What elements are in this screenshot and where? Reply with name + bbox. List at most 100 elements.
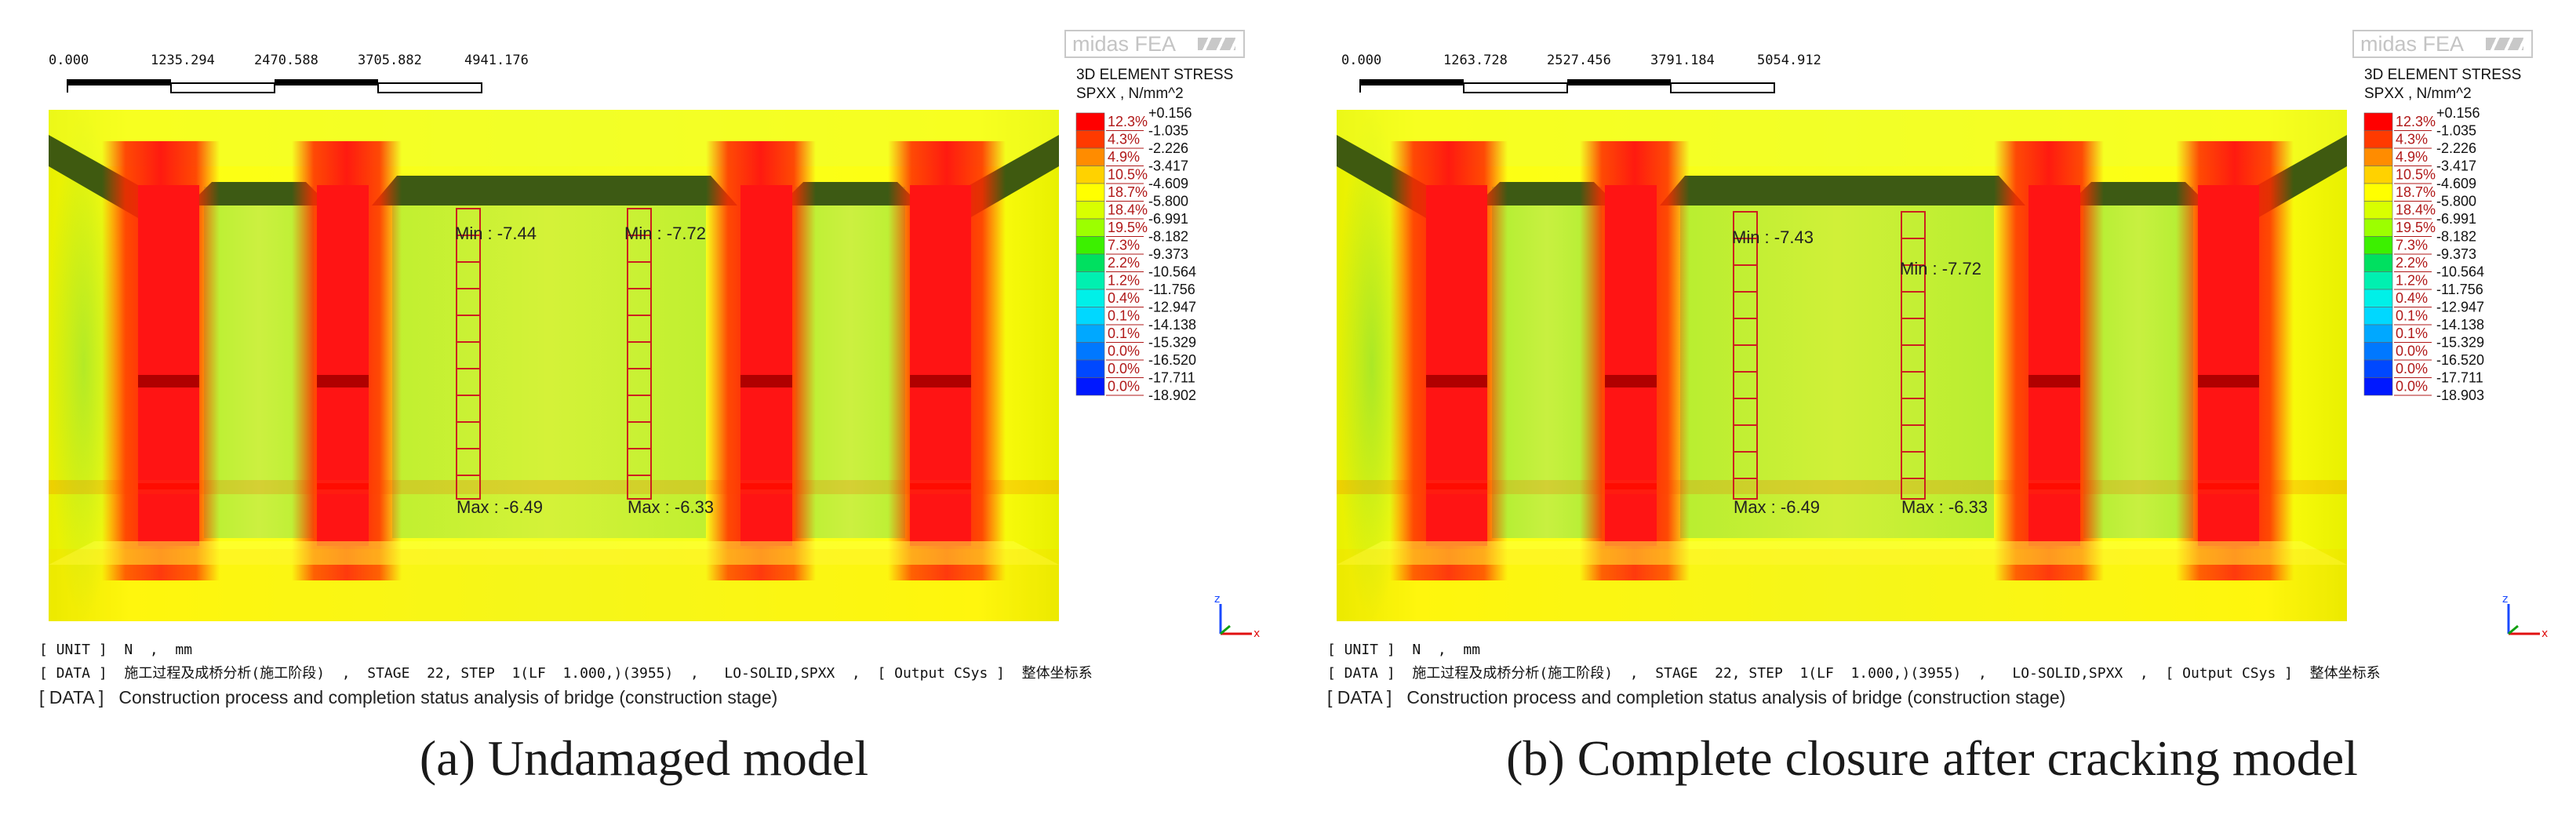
color-legend: 12.3% 4.3% 4.9% 10.5%18.7% 18.4% 19.5% 7.3% 2.2… (1075, 105, 1196, 403)
legend-percent: 12.3% (1108, 114, 1148, 129)
legend-value: -8.182 (2436, 229, 2476, 245)
legend-percent: 0.4% (2396, 290, 2428, 306)
legend-value: -10.564 (1148, 264, 1196, 280)
midas-logo: midas FEA (1064, 30, 1245, 58)
legend-swatch (1075, 183, 1105, 202)
legend-value: -12.947 (2436, 300, 2484, 315)
stress-contour-plot: 0.000 1263.728 2527.456 3791.184 5054.91… (1337, 53, 2548, 640)
legend-percent: 0.0% (1108, 379, 1140, 395)
legend-percent: 2.2% (1108, 255, 1140, 271)
legend-percent: 4.9% (1108, 149, 1140, 165)
data-caption: [ DATA ] Construction process and comple… (39, 687, 778, 708)
scale-tick: 0.000 (1341, 53, 1381, 68)
axis-triad-icon: z x (1214, 593, 1260, 640)
scale-tick: 0.000 (49, 53, 89, 68)
legend-percent: 1.2% (1108, 273, 1140, 289)
legend-percent: 10.5% (1108, 167, 1148, 183)
legend-swatch (1075, 359, 1105, 378)
legend-swatch (2363, 289, 2393, 307)
legend-swatch (2363, 377, 2393, 396)
legend-value: -10.564 (2436, 264, 2484, 280)
legend-value: -4.609 (1148, 176, 1188, 191)
legend-percent: 0.1% (2396, 308, 2428, 324)
legend-swatch (2363, 342, 2393, 361)
legend-swatch (1075, 112, 1105, 131)
legend-swatch (2363, 112, 2393, 131)
legend-percent: 18.4% (2396, 202, 2436, 218)
unit-line: [ UNIT ] N , mm (39, 642, 193, 658)
legend-subtitle: SPXX , N/mm^2 (1076, 85, 1184, 102)
bridge-model: Min : -7.43 Min : -7.72 Max : -6.49 Max … (1337, 110, 2347, 621)
legend-swatch (1075, 130, 1105, 149)
legend-percent: 0.4% (1108, 290, 1140, 306)
legend-value: -6.991 (1148, 211, 1188, 227)
legend-value: -2.226 (2436, 140, 2476, 156)
stress-contour-plot: 0.000 1235.294 2470.588 3705.882 4941.17… (49, 53, 1260, 640)
legend-swatch (1075, 253, 1105, 272)
legend-percent: 4.3% (2396, 132, 2428, 147)
scale-tick: 4941.176 (464, 53, 529, 68)
scale-tick: 2527.456 (1547, 53, 1611, 68)
svg-text:z: z (2502, 593, 2508, 606)
legend-swatch (2363, 166, 2393, 184)
legend-swatch (2363, 147, 2393, 166)
legend-swatch (2363, 130, 2393, 149)
legend-percent: 18.7% (1108, 184, 1148, 200)
legend-value: -4.609 (2436, 176, 2476, 191)
legend-percent: 19.5% (1108, 220, 1148, 235)
legend-value: -11.756 (1148, 282, 1195, 297)
legend-percent: 18.4% (1108, 202, 1148, 218)
legend-swatch (2363, 236, 2393, 255)
legend-percent: 0.1% (2396, 326, 2428, 341)
legend-percent: 0.0% (2396, 361, 2428, 376)
legend-value: -9.373 (1148, 246, 1188, 262)
legend-percent: 18.7% (2396, 184, 2436, 200)
legend-percent: 12.3% (2396, 114, 2436, 129)
logo-text: midas FEA (2360, 32, 2465, 56)
legend-value: +0.156 (2436, 105, 2480, 121)
figure-caption: (a) Undamaged model (419, 730, 869, 786)
scale-tick: 5054.912 (1757, 53, 1821, 68)
legend-title-text: 3D ELEMENT STRESS (1076, 67, 1234, 83)
legend-percent: 0.0% (1108, 361, 1140, 376)
legend-title-text: 3D ELEMENT STRESS (2364, 67, 2522, 83)
legend-percent: 0.0% (2396, 379, 2428, 395)
legend-swatch (2363, 271, 2393, 290)
data-line: [ DATA ] 施工过程及成桥分析(施工阶段) , STAGE 22, STE… (1327, 665, 2381, 682)
legend-subtitle: SPXX , N/mm^2 (2364, 85, 2472, 102)
legend-percent: 7.3% (2396, 238, 2428, 253)
legend-value: -5.800 (1148, 194, 1188, 209)
min-label: Min : -7.44 (455, 224, 537, 243)
legend-percent: 4.3% (1108, 132, 1140, 147)
legend-swatch (1075, 147, 1105, 166)
legend-value: -14.138 (2436, 317, 2484, 333)
legend-value: -8.182 (1148, 229, 1188, 245)
legend-percent: 0.0% (2396, 344, 2428, 359)
legend-percent: 0.0% (1108, 344, 1140, 359)
legend-value: -3.417 (1148, 158, 1188, 174)
legend-swatch (2363, 218, 2393, 237)
legend-percent: 0.1% (1108, 326, 1140, 341)
logo-text: midas FEA (1072, 32, 1177, 56)
legend-swatch (2363, 201, 2393, 220)
legend-swatch (2363, 183, 2393, 202)
scale-bar: 0.000 1235.294 2470.588 3705.882 4941.17… (49, 53, 529, 93)
legend-swatch (2363, 324, 2393, 343)
legend-value: +0.156 (1148, 105, 1192, 121)
scale-tick: 3705.882 (358, 53, 422, 68)
color-legend: 12.3% 4.3% 4.9% 10.5%18.7% 18.4% 19.5% 7.3% 2.2… (2363, 105, 2484, 403)
svg-text:x: x (1253, 627, 1260, 640)
legend-percent: 4.9% (2396, 149, 2428, 165)
max-label: Max : -6.33 (628, 497, 714, 517)
legend-swatch (1075, 166, 1105, 184)
scale-tick: 1263.728 (1443, 53, 1508, 68)
legend-value: -6.991 (2436, 211, 2476, 227)
svg-text:x: x (2541, 627, 2548, 640)
panel-closure-after-cracking: 0.000 1263.728 2527.456 3791.184 5054.91… (1288, 0, 2576, 833)
legend-percent: 0.1% (1108, 308, 1140, 324)
legend-value: -5.800 (2436, 194, 2476, 209)
legend-value: -1.035 (2436, 123, 2476, 139)
legend-value: -16.520 (2436, 352, 2484, 368)
min-label: Min : -7.72 (624, 224, 706, 243)
max-label: Max : -6.33 (1901, 497, 1988, 517)
